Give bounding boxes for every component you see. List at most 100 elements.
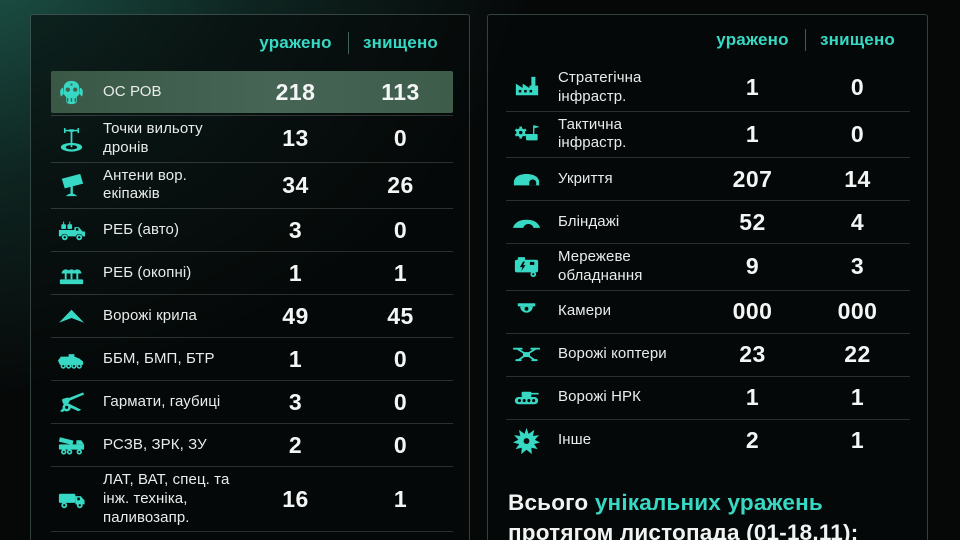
ugv-icon — [506, 381, 546, 415]
table-row: Точки вильоту дронів 13 0 — [51, 115, 453, 162]
header-destroyed-label: знищено — [348, 33, 453, 53]
table-row: РЕБ (авто) 3 0 — [51, 208, 453, 251]
destroyed-value: 26 — [387, 171, 414, 198]
table-row: Камери 000 000 — [506, 289, 910, 333]
table-row: Стратегічна інфрастр. 1 0 — [506, 65, 910, 111]
destroyed-value: 3 — [850, 253, 865, 280]
hit-value: 9 — [745, 253, 760, 280]
row-label: Стратегічна інфрастр. — [558, 69, 642, 105]
table-row: Антени вор. екіпажів 34 26 — [51, 161, 453, 209]
left-table-body: ОС РОВ 218 113 Точки вильоту дронів 13 0… — [51, 71, 453, 540]
hit-value: 1 — [288, 345, 303, 372]
row-label: Камери — [558, 302, 612, 320]
antenna-icon — [51, 168, 91, 202]
wing-icon — [51, 299, 91, 333]
destroyed-value: 0 — [850, 74, 865, 101]
quadcopter-icon — [506, 338, 546, 372]
hit-value: 23 — [739, 341, 766, 367]
table-row: Ворожі коптери 23 22 — [506, 332, 910, 376]
cargo-truck-icon — [51, 482, 91, 516]
table-row: Мотоцикли 10 3 — [51, 531, 453, 540]
destroyed-value: 0 — [850, 120, 865, 147]
table-row: РЕБ (окопні) 1 1 — [51, 251, 453, 294]
generator-icon — [506, 250, 546, 284]
hit-value: 34 — [282, 171, 309, 198]
table-row: Ворожі крила 49 45 — [51, 294, 453, 337]
hit-value: 1 — [745, 74, 760, 101]
header-destroyed-label: знищено — [805, 30, 910, 50]
explosion-icon — [506, 424, 546, 458]
totals-line2: протягом листопада (01-18.11): — [508, 519, 859, 540]
mlrs-icon — [51, 428, 91, 462]
hit-value: 1 — [288, 259, 303, 286]
destroyed-value: 14 — [844, 165, 871, 192]
row-label: ЛАТ, ВАТ, спец. та інж. техніка, паливоз… — [103, 471, 230, 526]
destroyed-value: 1 — [393, 485, 408, 512]
right-stats-panel: уражено знищено Стратегічна інфрастр. 1 … — [487, 14, 928, 540]
row-label: Мережеве обладнання — [558, 248, 643, 284]
left-stats-panel: уражено знищено ОС РОВ 218 113 Точки вил… — [30, 14, 470, 540]
totals-prefix: Всього — [508, 489, 595, 515]
hit-value: 49 — [282, 302, 309, 329]
right-table-body: Стратегічна інфрастр. 1 0 Тактична інфра… — [506, 65, 910, 462]
header-hit-label: уражено — [259, 33, 332, 52]
destroyed-value: 000 — [837, 298, 878, 324]
howitzer-icon — [51, 385, 91, 419]
hit-value: 16 — [282, 485, 309, 512]
factory-icon — [506, 71, 546, 105]
drone-launch-pad-icon — [51, 122, 91, 156]
table-row: РСЗВ, ЗРК, ЗУ 2 0 — [51, 423, 453, 466]
row-label: ОС РОВ — [103, 82, 162, 100]
table-row: Ворожі НРК 1 1 — [506, 375, 910, 419]
destroyed-value: 0 — [393, 345, 408, 372]
row-label: Ворожі крила — [103, 306, 197, 324]
destroyed-value: 0 — [393, 125, 408, 152]
destroyed-value: 45 — [387, 302, 414, 329]
row-label: Антени вор. екіпажів — [103, 166, 187, 203]
cctv-camera-icon — [506, 295, 546, 329]
row-label: Гармати, гаубиці — [103, 392, 221, 410]
row-label: ББМ, БМП, БТР — [103, 349, 215, 367]
totals-line1: Всього унікальних уражень — [508, 488, 910, 518]
header-hit-label: уражено — [716, 30, 789, 49]
destroyed-value: 4 — [850, 208, 865, 235]
destroyed-value: 113 — [381, 78, 420, 105]
destroyed-value: 1 — [393, 259, 408, 286]
row-label: Бліндажі — [558, 212, 620, 230]
table-row: ББМ, БМП, БТР 1 0 — [51, 337, 453, 380]
ew-trench-icon — [51, 256, 91, 290]
motorcycle-icon — [51, 536, 91, 540]
destroyed-value: 22 — [844, 341, 871, 367]
apc-icon — [51, 342, 91, 376]
destroyed-value: 1 — [850, 427, 865, 453]
hit-value: 1 — [745, 384, 760, 410]
skull-robot-icon — [51, 75, 91, 109]
totals-caption: Всього унікальних уражень протягом листо… — [506, 488, 910, 540]
hit-value: 218 — [275, 78, 316, 105]
hit-value: 13 — [282, 125, 309, 152]
row-label: Ворожі НРК — [558, 388, 641, 406]
table-row: Укриття 207 14 — [506, 157, 910, 200]
table-row: ЛАТ, ВАТ, спец. та інж. техніка, паливоз… — [51, 466, 453, 531]
hit-value: 1 — [745, 120, 760, 147]
shelter-icon — [506, 162, 546, 196]
ew-truck-icon — [51, 213, 91, 247]
destroyed-value: 0 — [393, 388, 408, 415]
row-label: Тактична інфрастр. — [558, 115, 627, 152]
row-label: Точки вильоту дронів — [103, 120, 203, 156]
row-label: РСЗВ, ЗРК, ЗУ — [103, 435, 207, 453]
table-row: Мережеве обладнання 9 3 — [506, 243, 910, 290]
destroyed-value: 0 — [393, 216, 408, 243]
destroyed-value: 1 — [850, 384, 865, 410]
hit-value: 000 — [732, 298, 773, 324]
table-row: Гармати, гаубиці 3 0 — [51, 380, 453, 423]
gear-structure-icon — [506, 117, 546, 151]
hit-value: 52 — [739, 208, 766, 235]
hit-value: 2 — [288, 431, 303, 458]
table-row: Інше 2 1 — [506, 418, 910, 462]
row-label: Укриття — [558, 169, 613, 187]
left-table-header: уражено знищено — [51, 15, 453, 71]
bunker-icon — [506, 205, 546, 239]
totals-highlight: унікальних уражень — [594, 489, 823, 515]
hit-value: 207 — [732, 165, 773, 192]
